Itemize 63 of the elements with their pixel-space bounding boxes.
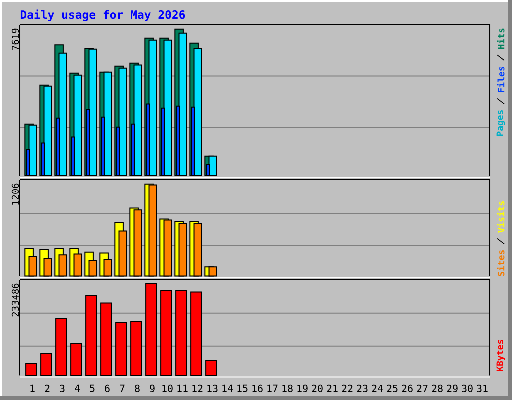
bar (164, 220, 172, 277)
text: 7619 (12, 28, 20, 50)
bar (40, 353, 52, 376)
bar (178, 223, 188, 277)
x-tick-label: 1 (30, 384, 35, 392)
x-tick-label: 10 (162, 384, 173, 392)
x-tick-label: 20 (312, 384, 323, 392)
bar (86, 295, 98, 376)
x-tick-label: 26 (402, 384, 413, 392)
bar (160, 290, 172, 376)
x-tick-label: 18 (282, 384, 293, 392)
x-tick-label: 3 (60, 384, 65, 392)
bar (130, 321, 142, 376)
bar (146, 284, 158, 376)
bar (26, 363, 38, 376)
bar (70, 343, 82, 376)
x-tick-label: 17 (268, 384, 278, 392)
bar (74, 74, 82, 176)
bar (148, 184, 158, 277)
x-tick-label: 23 (357, 384, 368, 392)
bar (134, 210, 142, 277)
chart-title: Daily usage for May 2026 (20, 10, 186, 22)
x-tick-label: 7 (120, 384, 125, 392)
bar (100, 302, 112, 376)
bar (190, 292, 202, 376)
x-tick-label: 15 (238, 384, 248, 392)
bar (176, 290, 188, 376)
legend-label: Pages (496, 110, 506, 136)
bar (56, 318, 68, 376)
x-tick-label: 16 (252, 384, 263, 392)
text: Visits (497, 202, 505, 233)
x-tick-label: 9 (150, 384, 155, 392)
x-tick-label: 24 (372, 384, 384, 392)
x-tick-label: 25 (387, 384, 398, 392)
x-tick-label: 12 (192, 384, 203, 392)
text: 1206 (12, 184, 20, 205)
x-tick-label: 22 (342, 384, 353, 392)
text: 233486 (12, 284, 20, 317)
legend-label: Sites (497, 250, 505, 276)
x-tick-label: 4 (75, 384, 80, 392)
legend-label: Files (497, 66, 505, 92)
bar (118, 68, 128, 176)
x-tick-label: 29 (447, 384, 458, 392)
x-tick-label: 6 (105, 384, 110, 392)
x-tick-label: 31 (477, 384, 488, 392)
x-tick-label: 13 (208, 384, 218, 392)
bar (116, 322, 128, 376)
text: KBytes (496, 340, 506, 372)
x-tick-label: 5 (90, 384, 95, 392)
x-tick-label: 2 (45, 384, 50, 392)
x-tick-label: 11 (178, 384, 188, 392)
bar (194, 223, 202, 277)
bar (208, 266, 218, 277)
x-tick-label: 8 (135, 384, 140, 392)
x-tick-label: 14 (222, 384, 234, 392)
x-tick-label: 27 (417, 384, 428, 392)
text: Hits (497, 28, 505, 50)
bar (44, 86, 52, 176)
x-tick-label: 28 (432, 384, 443, 392)
x-tick-label: 30 (462, 384, 473, 392)
bar (206, 360, 218, 376)
x-tick-label: 21 (327, 384, 338, 392)
x-tick-label: 19 (298, 384, 308, 392)
